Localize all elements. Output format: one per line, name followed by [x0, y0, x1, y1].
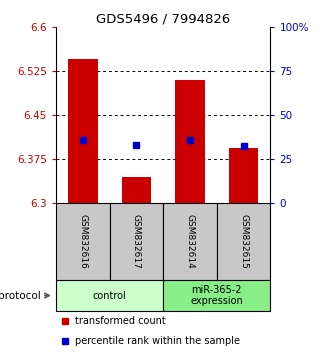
- Text: percentile rank within the sample: percentile rank within the sample: [75, 336, 240, 346]
- Text: GSM832617: GSM832617: [132, 214, 141, 269]
- Text: control: control: [93, 291, 126, 301]
- Text: miR-365-2
expression: miR-365-2 expression: [190, 285, 243, 306]
- Bar: [229, 148, 258, 203]
- Bar: [175, 80, 205, 203]
- Title: GDS5496 / 7994826: GDS5496 / 7994826: [96, 12, 230, 25]
- Bar: [122, 177, 151, 203]
- Bar: [217, 203, 270, 280]
- Text: GSM832616: GSM832616: [78, 214, 87, 269]
- Bar: [109, 203, 163, 280]
- Text: GSM832614: GSM832614: [186, 215, 195, 269]
- Bar: [56, 203, 109, 280]
- Text: transformed count: transformed count: [75, 316, 166, 326]
- Bar: [68, 59, 98, 203]
- Bar: [163, 203, 217, 280]
- Bar: [56, 280, 163, 311]
- Text: protocol: protocol: [0, 291, 41, 301]
- Text: GSM832615: GSM832615: [239, 214, 248, 269]
- Bar: [163, 280, 270, 311]
